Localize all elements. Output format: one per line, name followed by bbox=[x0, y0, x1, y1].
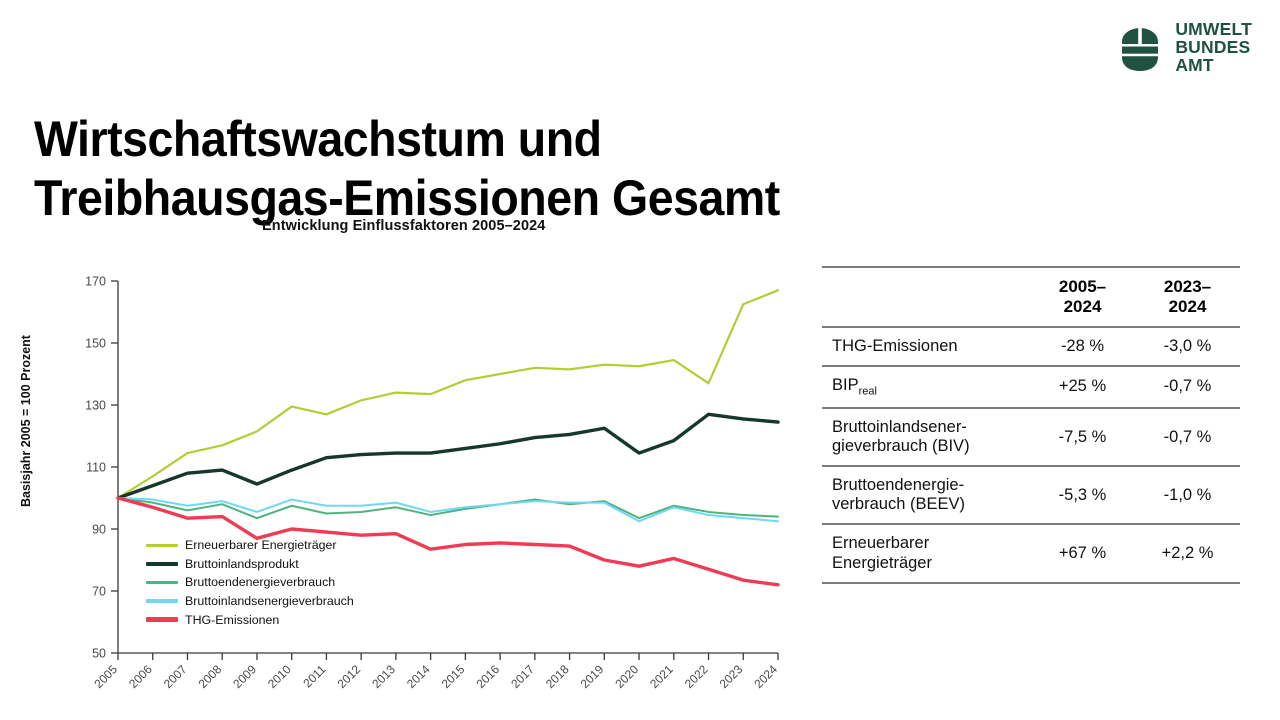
x-tick-label: 2020 bbox=[612, 662, 641, 691]
y-tick-label: 110 bbox=[86, 461, 106, 475]
x-tick-label: 2022 bbox=[682, 662, 711, 691]
table-header-col1: 2005– 2024 bbox=[1058, 277, 1107, 316]
x-tick-label: 2021 bbox=[647, 662, 676, 691]
table-row: BIPreal +25 % -0,7 % bbox=[822, 367, 1240, 408]
legend-label: Bruttoinlandsenergieverbrauch bbox=[185, 594, 354, 609]
table-row-label-subscript: real bbox=[858, 385, 877, 398]
table-row-label: BIPreal bbox=[832, 375, 877, 398]
legend-item[interactable]: Erneuerbarer Energieträger bbox=[146, 536, 354, 555]
table-cell-col2: -3,0 % bbox=[1163, 336, 1212, 355]
table-cell-col1: -5,3 % bbox=[1058, 485, 1107, 504]
x-tick-label: 2017 bbox=[508, 662, 537, 691]
table-row: THG-Emissionen -28 % -3,0 % bbox=[822, 328, 1240, 366]
x-tick-label: 2023 bbox=[717, 662, 746, 691]
table-cell-col2: -0,7 % bbox=[1163, 427, 1212, 446]
legend-label: THG-Emissionen bbox=[185, 612, 280, 627]
legend-color-swatch bbox=[146, 580, 178, 585]
logo-line-2: BUNDES bbox=[1175, 37, 1251, 58]
umweltbundesamt-logo: UMWELT BUNDES AMT bbox=[1114, 20, 1252, 74]
logo-line-1: UMWELT bbox=[1175, 19, 1252, 39]
x-tick-label: 2019 bbox=[578, 662, 607, 691]
y-tick-label: 50 bbox=[92, 647, 106, 661]
series-line-0 bbox=[116, 289, 780, 500]
table-cell-col1: +67 % bbox=[1058, 544, 1107, 563]
x-tick-label: 2011 bbox=[300, 662, 328, 690]
table-header-row: 2005– 2024 2023– 2024 bbox=[822, 268, 1240, 327]
series-line-2 bbox=[117, 497, 779, 520]
leaf-logo-icon bbox=[1122, 28, 1159, 72]
logo-wordmark: UMWELT BUNDES AMT bbox=[1175, 20, 1252, 74]
table-cell-col2: -0,7 % bbox=[1163, 377, 1212, 396]
series-line-1 bbox=[116, 412, 780, 500]
x-tick-label: 2008 bbox=[196, 662, 225, 691]
series-line-3 bbox=[117, 497, 779, 523]
y-tick-label: 170 bbox=[85, 275, 106, 289]
x-tick-label: 2018 bbox=[543, 662, 572, 691]
table-row: Bruttoinlandsener- gieverbrauch (BIV) -7,… bbox=[822, 409, 1240, 466]
summary-table-container: 2005– 2024 2023– 2024 THG-Emissionen -28 % -… bbox=[822, 266, 1240, 585]
chart-container: Entwicklung Einflussfaktoren 2005–2024 B… bbox=[0, 218, 800, 718]
x-tick-label: 2010 bbox=[265, 662, 294, 691]
table-cell-col1: +25 % bbox=[1058, 377, 1107, 396]
x-tick-label: 2007 bbox=[161, 662, 190, 691]
x-tick-label: 2016 bbox=[473, 662, 502, 691]
legend-color-swatch bbox=[146, 617, 178, 622]
table-row: Bruttoendenergie- verbrauch (BEEV) -5,3 %… bbox=[822, 467, 1240, 524]
table-cell-col2: +2,2 % bbox=[1161, 544, 1214, 563]
x-tick-label: 2013 bbox=[369, 662, 398, 691]
summary-table: 2005– 2024 2023– 2024 THG-Emissionen -28 % -… bbox=[822, 266, 1240, 585]
y-tick-label: 90 bbox=[92, 523, 106, 537]
table-divider-cell bbox=[822, 581, 1240, 585]
series-line-4 bbox=[116, 496, 780, 587]
legend-label: Bruttoendenergieverbrauch bbox=[185, 575, 336, 590]
legend-label: Erneuerbarer Energieträger bbox=[185, 538, 337, 553]
y-tick-label: 130 bbox=[85, 399, 106, 413]
data-series-group bbox=[116, 289, 780, 587]
x-axis-ticks: 2005 2006 2007 2008 2009 2010 2011 2012 2013 2014… bbox=[91, 653, 780, 691]
legend-item[interactable]: Bruttoinlandsenergieverbrauch bbox=[146, 592, 354, 611]
chart-title: Entwicklung Einflussfaktoren 2005–2024 bbox=[262, 218, 546, 234]
x-tick-label: 2005 bbox=[91, 662, 120, 691]
table-row-label: THG-Emissionen bbox=[832, 336, 958, 355]
y-tick-label: 150 bbox=[85, 337, 106, 351]
legend-item[interactable]: THG-Emissionen bbox=[146, 610, 354, 629]
x-tick-label: 2006 bbox=[126, 662, 155, 691]
table-header-col2: 2023– 2024 bbox=[1163, 277, 1212, 316]
legend-item[interactable]: Bruttoinlandsprodukt bbox=[146, 555, 354, 574]
legend-color-swatch bbox=[146, 543, 178, 547]
page-title: Wirtschaftswachstum und Treibhausgas-Emi… bbox=[34, 110, 780, 226]
chart-legend: Erneuerbarer Energieträger Bruttoinlandsp… bbox=[146, 536, 354, 629]
table-cell-col2: -1,0 % bbox=[1163, 485, 1212, 504]
table-row-label: Bruttoinlandsener- gieverbrauch (BIV) bbox=[832, 417, 970, 456]
table-header-label-col bbox=[822, 268, 1030, 327]
legend-item[interactable]: Bruttoendenergieverbrauch bbox=[146, 573, 354, 592]
table-cell-col1: -28 % bbox=[1060, 336, 1105, 355]
legend-label: Bruttoinlandsprodukt bbox=[185, 556, 299, 571]
table-row-label: Erneuerbarer Energieträger bbox=[832, 534, 932, 572]
logo-line-3: AMT bbox=[1175, 55, 1214, 76]
x-tick-label: 2014 bbox=[404, 662, 433, 691]
x-tick-label: 2009 bbox=[230, 662, 259, 691]
table-cell-col1: -7,5 % bbox=[1058, 427, 1107, 446]
legend-color-swatch bbox=[146, 561, 178, 567]
legend-color-swatch bbox=[146, 599, 178, 603]
y-axis-ticks: 50 70 90 110 130 150 170 bbox=[85, 275, 118, 661]
x-tick-label: 2015 bbox=[439, 662, 468, 691]
x-tick-label: 2024 bbox=[751, 662, 780, 691]
table-divider bbox=[822, 581, 1240, 585]
table-row-label: Bruttoendenergie- verbrauch (BEEV) bbox=[832, 476, 965, 514]
y-tick-label: 70 bbox=[92, 585, 106, 599]
x-tick-label: 2012 bbox=[334, 662, 363, 691]
table-row: Erneuerbarer Energieträger +67 % +2,2 % bbox=[822, 525, 1240, 582]
